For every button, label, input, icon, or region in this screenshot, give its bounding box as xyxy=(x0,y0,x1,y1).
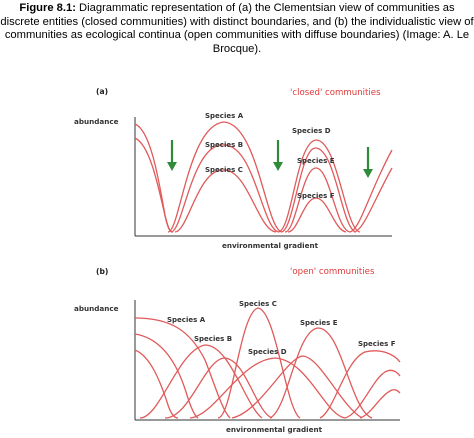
panel-a-y-label: abundance xyxy=(74,117,119,126)
panel-a-curve-species-c xyxy=(174,169,277,233)
panel-b: (b) 'open' communities abundance environ… xyxy=(74,267,401,434)
panel-a-species-d: Species D xyxy=(292,127,331,135)
panel-a-curves xyxy=(134,121,393,233)
panel-a-species-c: Species C xyxy=(205,166,243,174)
panel-a-x-label: environmental gradient xyxy=(222,241,319,250)
panel-b-species-d: Species D xyxy=(248,348,287,356)
panel-a-curve-right-2 xyxy=(353,167,393,233)
panel-b-curve-2 xyxy=(134,333,199,419)
panel-b-curve-species-d xyxy=(189,357,346,419)
boundary-arrow-1 xyxy=(167,140,177,171)
panel-a-curve-species-f xyxy=(287,197,347,233)
panel-b-curve-species-e xyxy=(269,327,373,419)
panel-b-curve-11 xyxy=(344,369,401,419)
panel-a-species-labels: Species A Species B Species C Species D … xyxy=(205,112,335,200)
panel-a-species-b: Species B xyxy=(205,141,243,149)
panel-b-curve-species-b xyxy=(139,344,263,419)
panel-b-curve-12 xyxy=(359,389,401,419)
panel-b-curve-species-a xyxy=(134,317,231,419)
panel-a-species-a: Species A xyxy=(205,112,244,120)
panel-b-curve-8 xyxy=(231,355,363,419)
panel-a-curve-species-d xyxy=(277,139,361,233)
panel-b-curve-species-c xyxy=(217,307,301,419)
panel-a-curve-species-b xyxy=(170,144,280,233)
panel-b-curves xyxy=(134,307,401,419)
panel-a-curve-species-e-outer xyxy=(280,147,357,233)
panel-a-curve-left-1 xyxy=(134,123,173,233)
figure-caption: Figure 8.1: Diagrammatic representation … xyxy=(0,2,474,56)
panel-a-boundary-arrows xyxy=(167,140,373,178)
panel-b-species-f: Species F xyxy=(358,340,396,348)
panel-b-species-e: Species E xyxy=(300,319,338,327)
panel-a-species-f: Species F xyxy=(297,192,335,200)
panel-a-label: (a) xyxy=(96,87,108,96)
panel-b-y-label: abundance xyxy=(74,304,119,313)
panel-a: (a) 'closed' communities abundance envir… xyxy=(74,87,393,250)
panel-b-species-a: Species A xyxy=(167,316,206,324)
panel-a-title: 'closed' communities xyxy=(290,88,381,98)
panel-b-label: (b) xyxy=(96,267,108,276)
panel-b-x-label: environmental gradient xyxy=(226,425,323,434)
figure-label: Figure 8.1: xyxy=(19,2,76,14)
panel-b-curve-species-f xyxy=(319,350,401,419)
panel-b-species-c: Species C xyxy=(239,300,277,308)
panel-b-curve-5 xyxy=(164,357,273,419)
panel-b-title: 'open' communities xyxy=(290,267,375,277)
caption-text: Diagrammatic representation of (a) the C… xyxy=(0,2,474,55)
panel-b-species-labels: Species A Species B Species C Species D … xyxy=(167,300,396,356)
boundary-arrow-2 xyxy=(273,140,283,171)
boundary-arrow-3 xyxy=(363,147,373,178)
panel-a-curve-species-a xyxy=(167,121,283,233)
panel-a-species-e: Species E xyxy=(297,157,335,165)
panel-b-curve-3 xyxy=(134,349,179,419)
panel-a-curve-left-2 xyxy=(134,137,174,233)
panel-b-species-b: Species B xyxy=(194,335,232,343)
panel-a-curve-species-e xyxy=(284,167,351,233)
panel-a-curve-right-1 xyxy=(349,149,393,233)
